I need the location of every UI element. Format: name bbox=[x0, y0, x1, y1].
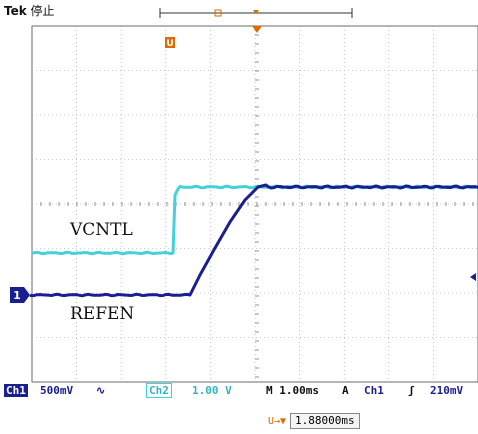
timebase: M 1.00ms bbox=[266, 384, 319, 397]
ch2-scale: 1.00 V bbox=[192, 384, 232, 397]
trigger-readout-icon: U→▼ bbox=[268, 416, 287, 427]
graticule-grid bbox=[31, 25, 478, 382]
ch1-marker-label: 1 bbox=[13, 289, 21, 302]
refen-label: REFEN bbox=[70, 304, 135, 324]
status-bar: Ch1 500mV ∿ Ch2 1.00 V M 1.00ms A Ch1 ʃ … bbox=[0, 382, 478, 400]
trigger-source: Ch1 bbox=[364, 384, 384, 397]
ch2-badge[interactable]: Ch2 bbox=[146, 383, 172, 398]
brand-state: Tek 停止 bbox=[4, 2, 55, 19]
ch1-ground-marker: 1 bbox=[10, 287, 30, 303]
ch1-badge[interactable]: Ch1 bbox=[4, 384, 28, 397]
trigger-position-readout: U→▼ 1.88000ms bbox=[268, 413, 360, 429]
trigger-slope-icon: ʃ bbox=[408, 384, 415, 397]
graticule-frame bbox=[31, 25, 478, 383]
trigger-position-value: 1.88000ms bbox=[290, 413, 360, 429]
trigger-level-arrow bbox=[470, 273, 476, 281]
ch1-waveform bbox=[29, 183, 478, 298]
ch1-coupling-icon: ∿ bbox=[96, 384, 106, 397]
acquisition-state: 停止 bbox=[30, 4, 55, 18]
vcntl-label: VCNTL bbox=[70, 220, 133, 240]
ch1-scale: 500mV bbox=[40, 384, 74, 397]
acquisition-mode: A bbox=[342, 384, 349, 397]
trigger-position-marker: U bbox=[165, 26, 262, 49]
brand-label: Tek bbox=[4, 4, 27, 18]
record-position-bar bbox=[159, 8, 353, 18]
trigger-level: 210mV bbox=[430, 384, 464, 397]
trigger-marker-label: U bbox=[166, 39, 173, 49]
